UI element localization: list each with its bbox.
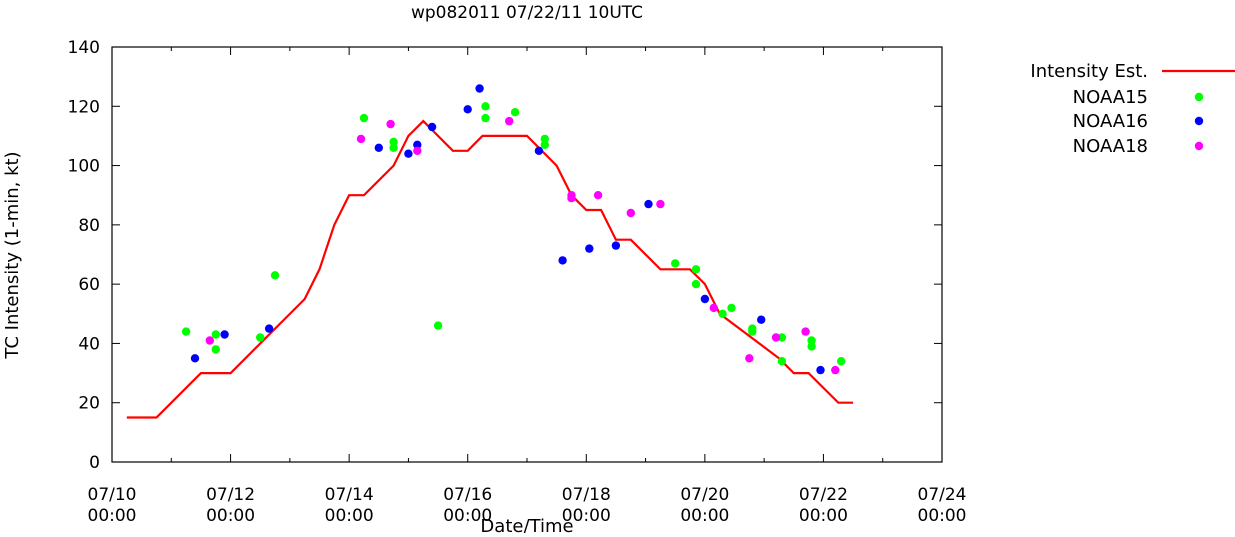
point-noaa18 — [745, 354, 754, 363]
point-noaa15 — [481, 102, 490, 111]
x-tick-label-time: 00:00 — [562, 506, 611, 526]
point-noaa16 — [534, 146, 544, 155]
point-noaa15 — [540, 140, 549, 149]
point-noaa15 — [270, 271, 280, 280]
axis-layer: 02040608010012014007/1000:0007/1200:0007… — [68, 38, 967, 526]
legend-swatch-noaa16 — [1194, 116, 1204, 126]
point-noaa18 — [505, 116, 514, 126]
point-noaa16 — [413, 140, 422, 149]
point-noaa15 — [727, 303, 736, 313]
y-tick-label: 120 — [68, 97, 100, 117]
x-tick-label-date: 07/12 — [206, 485, 255, 505]
point-noaa18 — [593, 191, 603, 200]
point-noaa16 — [475, 84, 484, 93]
y-tick-label: 60 — [78, 275, 100, 295]
point-noaa15 — [510, 108, 520, 117]
x-tick-label-time: 00:00 — [680, 506, 729, 526]
x-tick-label-time: 00:00 — [206, 506, 255, 526]
point-noaa15 — [777, 357, 787, 366]
point-noaa16 — [644, 199, 653, 209]
y-tick-label: 140 — [68, 38, 100, 58]
point-noaa15 — [211, 330, 220, 339]
point-noaa18 — [771, 333, 781, 342]
point-noaa18 — [386, 119, 395, 129]
point-noaa18 — [801, 327, 810, 336]
point-noaa16 — [404, 149, 413, 158]
point-noaa15 — [807, 342, 816, 351]
series-line-intensity-est — [126, 119, 854, 419]
legend-label-noaa18: NOAA18 — [1073, 136, 1148, 157]
legend-swatch-noaa18 — [1194, 141, 1204, 151]
point-noaa15 — [837, 357, 846, 366]
y-tick-label: 80 — [78, 216, 100, 236]
point-noaa15 — [181, 327, 191, 336]
point-noaa15 — [540, 134, 549, 144]
point-noaa18 — [205, 336, 214, 345]
x-tick-label-time: 00:00 — [443, 506, 492, 526]
legend-label-noaa15: NOAA15 — [1073, 87, 1148, 108]
x-tick-label-time: 00:00 — [918, 506, 967, 526]
point-noaa15 — [691, 265, 701, 274]
plot-frame — [111, 46, 943, 463]
x-tick-label-time: 00:00 — [799, 506, 848, 526]
point-noaa15 — [481, 113, 490, 123]
point-noaa18 — [626, 208, 635, 218]
legend-label-intensity-est: Intensity Est. — [1030, 61, 1148, 82]
point-noaa16 — [558, 256, 567, 265]
point-noaa16 — [190, 354, 200, 363]
point-noaa16 — [220, 330, 229, 339]
series-layer — [126, 84, 854, 419]
x-tick-label-time: 00:00 — [88, 506, 137, 526]
point-noaa15 — [389, 137, 398, 147]
point-noaa18 — [831, 365, 840, 375]
point-noaa16 — [585, 244, 594, 253]
x-tick-label-date: 07/14 — [325, 485, 374, 505]
point-noaa18 — [709, 303, 718, 313]
legend-swatch-noaa15 — [1194, 92, 1204, 102]
point-noaa15 — [211, 345, 220, 354]
x-tick-label-date: 07/20 — [680, 485, 729, 505]
point-noaa15 — [359, 113, 369, 123]
point-noaa18 — [356, 134, 366, 144]
point-noaa15 — [256, 333, 265, 342]
point-noaa16 — [374, 143, 383, 152]
x-axis-label: Date/Time — [480, 516, 573, 533]
y-axis-label: TC Intensity (1-min, kt) — [2, 151, 23, 359]
x-tick-label-date: 07/10 — [88, 485, 137, 505]
point-noaa15 — [807, 336, 816, 345]
x-tick-label-date: 07/24 — [918, 485, 967, 505]
y-tick-label: 0 — [89, 453, 100, 473]
x-tick-label-date: 07/22 — [799, 485, 848, 505]
x-tick-label-time: 00:00 — [325, 506, 374, 526]
point-noaa15 — [691, 279, 701, 289]
point-noaa16 — [427, 122, 437, 132]
point-noaa18 — [567, 191, 576, 200]
x-tick-label-date: 07/18 — [562, 485, 611, 505]
point-noaa16 — [757, 315, 766, 324]
point-noaa18 — [413, 146, 422, 155]
y-tick-label: 100 — [68, 157, 100, 177]
point-noaa15 — [777, 333, 787, 342]
point-noaa18 — [656, 199, 665, 209]
chart-title: wp082011 07/22/11 10UTC — [411, 3, 643, 23]
point-noaa15 — [718, 309, 727, 318]
point-noaa16 — [264, 324, 274, 333]
point-noaa15 — [748, 327, 757, 336]
point-noaa15 — [433, 321, 443, 330]
point-noaa16 — [816, 365, 825, 375]
point-noaa16 — [611, 241, 621, 250]
point-noaa15 — [389, 143, 398, 152]
point-noaa16 — [463, 105, 472, 114]
y-tick-label: 20 — [78, 394, 100, 414]
legend-label-noaa16: NOAA16 — [1073, 111, 1148, 132]
legend: Intensity Est. NOAA15 NOAA16 NOAA18 — [1030, 61, 1235, 157]
y-tick-label: 40 — [78, 334, 100, 354]
point-noaa15 — [671, 259, 680, 268]
x-tick-label-date: 07/16 — [443, 485, 492, 505]
point-noaa16 — [700, 294, 710, 304]
